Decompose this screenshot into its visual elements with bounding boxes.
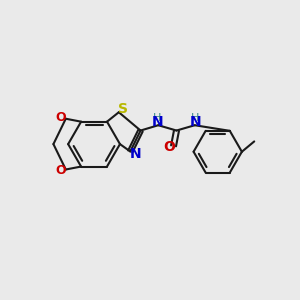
Text: N: N xyxy=(152,115,164,129)
Text: O: O xyxy=(56,111,66,124)
Text: O: O xyxy=(163,140,175,154)
Text: N: N xyxy=(190,115,201,129)
Text: N: N xyxy=(130,146,141,161)
Text: H: H xyxy=(191,112,200,123)
Text: S: S xyxy=(118,102,128,116)
Text: O: O xyxy=(56,164,66,177)
Text: H: H xyxy=(153,112,161,123)
